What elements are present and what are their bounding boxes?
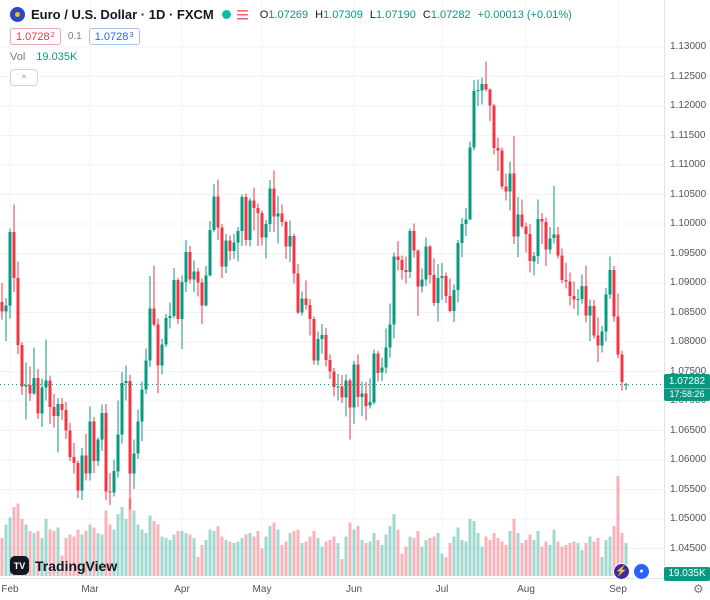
open-label: O xyxy=(259,8,269,21)
price-axis-label: 1.05000 xyxy=(670,513,707,525)
time-axis-label: May xyxy=(252,584,272,595)
tradingview-logo-icon[interactable]: TV xyxy=(10,556,29,575)
brand-name: TradingView xyxy=(35,557,118,574)
price-axis-label: 1.13000 xyxy=(670,41,707,53)
bid-price-pipette: 2 xyxy=(50,30,55,39)
price-axis-label: 1.12500 xyxy=(670,70,707,82)
spread-value: 0.1 xyxy=(67,31,82,42)
price-axis-label: 1.10000 xyxy=(670,218,707,230)
volume-label: Vol xyxy=(10,51,26,63)
lightning-icon: ⚡ xyxy=(615,566,628,577)
price-axis-label: 1.06000 xyxy=(670,454,707,466)
price-axis-label: 1.12000 xyxy=(670,100,707,112)
price-axis-label: 1.10500 xyxy=(670,188,707,200)
price-axis-label: 1.08000 xyxy=(670,336,707,348)
time-axis-label: Jun xyxy=(345,584,363,595)
low-label: L xyxy=(369,8,377,21)
time-axis-label: Aug xyxy=(517,584,535,595)
price-axis-label: 1.11000 xyxy=(670,159,706,171)
time-axis-label: Jul xyxy=(435,584,449,595)
close-value: 1.07282 xyxy=(430,8,471,21)
price-axis-label: 1.08500 xyxy=(670,306,707,318)
quick-menu-icon[interactable] xyxy=(236,9,248,20)
ask-price-pipette: 3 xyxy=(129,30,134,39)
time-axis[interactable]: Feb Mar Apr May Jun Jul Aug Sep ⚙ xyxy=(0,578,710,600)
time-axis-label: Sep xyxy=(609,584,627,595)
price-axis-label: 1.07500 xyxy=(670,365,707,377)
last-price-value: 1.07282 xyxy=(664,374,710,389)
chat-button[interactable]: ● xyxy=(633,563,650,580)
symbol-icon xyxy=(10,7,25,22)
tradingview-attribution[interactable]: TV TradingView xyxy=(10,556,117,575)
chart-legend: Euro / U.S. Dollar · 1D · FXCM O1.07269 … xyxy=(10,7,572,86)
floating-buttons: ⚡ ● xyxy=(613,563,650,580)
ask-price-button[interactable]: 1.0728 3 xyxy=(88,28,140,45)
price-axis-label: 1.05500 xyxy=(670,483,707,495)
last-price-tag[interactable]: 1.07282 17:58:26 xyxy=(664,374,710,402)
high-label: H xyxy=(315,8,324,21)
open-value: 1.07269 xyxy=(268,8,309,21)
bar-countdown: 17:58:26 xyxy=(664,388,710,402)
bid-price: 1.0728 xyxy=(16,31,50,43)
volume-value: 19.035K xyxy=(36,51,78,63)
symbol-title[interactable]: Euro / U.S. Dollar · 1D · FXCM xyxy=(31,7,214,22)
lightning-button[interactable]: ⚡ xyxy=(613,563,630,580)
volume-axis-tag: 19.035K xyxy=(664,567,710,581)
bid-price-button[interactable]: 1.0728 2 xyxy=(10,28,61,45)
status-dot-icon[interactable] xyxy=(221,10,231,19)
close-label: C xyxy=(422,8,431,21)
collapse-legend-button[interactable]: ^ xyxy=(10,69,38,86)
price-axis-label: 1.06500 xyxy=(670,424,707,436)
axis-settings-gear-icon[interactable]: ⚙ xyxy=(693,582,704,596)
time-axis-label: Feb xyxy=(1,584,19,595)
time-axis-label: Apr xyxy=(174,584,190,595)
chat-dot-icon: ● xyxy=(639,568,644,575)
price-axis-label: 1.11500 xyxy=(670,129,706,141)
price-axis[interactable]: 1.13000 1.12500 1.12000 1.11500 1.11000 1.105… xyxy=(664,0,710,578)
price-axis-label: 1.04500 xyxy=(670,542,707,554)
high-value: 1.07309 xyxy=(323,8,363,21)
ohlc-row: O1.07269 H1.07309 L1.07190 C1.07282 +0.0… xyxy=(256,9,572,21)
price-axis-label: 1.09000 xyxy=(670,277,707,289)
ask-price: 1.0728 xyxy=(94,31,129,43)
low-value: 1.07190 xyxy=(376,8,416,21)
time-axis-label: Mar xyxy=(81,584,99,595)
chevron-up-icon: ^ xyxy=(21,72,27,83)
price-axis-label: 1.09500 xyxy=(670,247,707,259)
change-value: +0.00013 (+0.01%) xyxy=(477,8,572,21)
